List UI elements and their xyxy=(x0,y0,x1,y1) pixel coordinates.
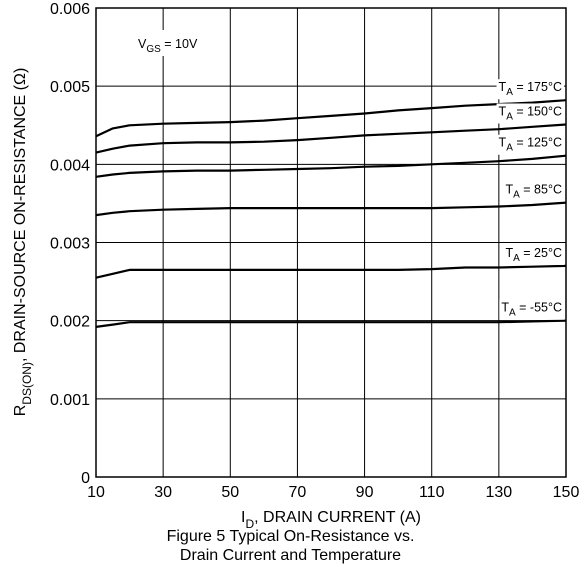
plot-frame xyxy=(95,7,567,478)
series-label: TA = 150°C xyxy=(499,104,562,122)
series-label-background xyxy=(496,79,564,100)
y-tick-label: 0.002 xyxy=(50,314,90,331)
series-label-background xyxy=(503,244,564,265)
x-tick-label: 150 xyxy=(553,484,580,501)
y-tick-label: 0.006 xyxy=(50,1,90,18)
figure-caption-line-1: Figure 5 Typical On-Resistance vs. xyxy=(166,528,415,545)
condition-label: VGS = 10V xyxy=(134,30,226,56)
x-axis-title: ID, DRAIN CURRENT (A) xyxy=(241,509,421,531)
series-label: TA = 85°C xyxy=(506,183,563,201)
y-tick-label: 0 xyxy=(81,470,90,487)
series-label-background xyxy=(499,299,564,320)
y-tick-label: 0.004 xyxy=(50,157,90,174)
x-tick-label: 50 xyxy=(221,484,239,501)
x-tick-label: 130 xyxy=(486,484,513,501)
series-line xyxy=(95,123,567,154)
x-tick-label: 90 xyxy=(356,484,374,501)
series-label-background xyxy=(503,181,564,202)
x-tick-label: 70 xyxy=(289,484,307,501)
series-label: TA = -55°C xyxy=(501,301,562,319)
series-label-background xyxy=(496,103,564,124)
y-tick-label: 0.003 xyxy=(50,236,90,253)
series-label: TA = 25°C xyxy=(506,246,563,264)
condition-label-text: VGS = 10V xyxy=(138,37,198,55)
series-label: TA = 125°C xyxy=(499,136,562,154)
x-tick-label: 110 xyxy=(419,484,445,501)
series-line xyxy=(95,201,567,217)
series-label-backgrounds xyxy=(496,79,564,320)
series-line xyxy=(95,319,567,328)
series-lines xyxy=(95,99,567,328)
ticks: 10 30 50 70 90 110 130 150 0 0.001 0.002 0.003 0.004… xyxy=(50,1,579,501)
series-label: TA = 175°C xyxy=(499,80,562,98)
series-line xyxy=(95,99,567,138)
y-tick-label: 0.005 xyxy=(50,79,90,96)
figure-caption-line-2: Drain Current and Temperature xyxy=(179,547,402,564)
series-label-background xyxy=(496,134,564,155)
y-tick-label: 0.001 xyxy=(50,392,90,409)
y-axis-title: RDS(ON), DRAIN-SOURCE ON-RESISTANCE (Ω) xyxy=(12,68,34,417)
x-tick-label: 10 xyxy=(87,484,105,501)
x-tick-label: 30 xyxy=(154,484,172,501)
series-line xyxy=(95,154,567,178)
condition-label-background xyxy=(134,30,226,56)
series-line xyxy=(95,264,567,279)
series-labels: TA = 175°C TA = 150°C TA = 125°C TA = 85°C T… xyxy=(499,80,562,318)
